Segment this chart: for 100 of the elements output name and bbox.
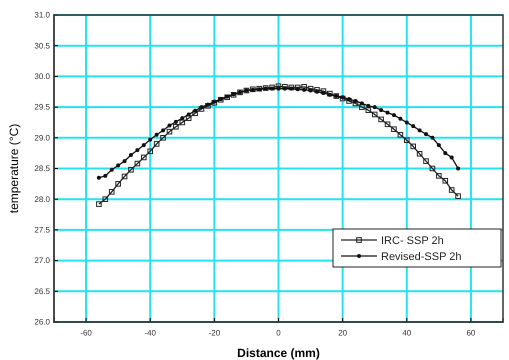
- point: [456, 166, 460, 170]
- point: [308, 88, 313, 93]
- point: [192, 110, 198, 116]
- x-tick-label: 0: [276, 328, 282, 338]
- point: [430, 136, 434, 140]
- point: [443, 151, 448, 156]
- point: [147, 148, 154, 154]
- legend-label: Revised-SSP 2h: [381, 251, 462, 263]
- point: [174, 120, 178, 124]
- y-axis-title: temperature (°C): [7, 124, 21, 214]
- y-tick-label: 26.0: [34, 318, 51, 327]
- point: [294, 84, 301, 90]
- point: [308, 86, 314, 92]
- point: [366, 107, 372, 113]
- point: [282, 84, 288, 90]
- point: [418, 128, 422, 132]
- point: [378, 116, 384, 122]
- point: [193, 108, 198, 113]
- y-tick-label: 27.0: [34, 256, 51, 266]
- point: [372, 112, 378, 118]
- point: [302, 88, 306, 92]
- point: [450, 155, 454, 160]
- point: [436, 143, 441, 148]
- point: [102, 196, 108, 202]
- y-tick-label: 29.5: [34, 102, 51, 112]
- point: [186, 112, 191, 116]
- point: [110, 168, 114, 172]
- point: [455, 193, 461, 199]
- point: [154, 141, 160, 147]
- point: [161, 128, 166, 132]
- x-tick-label: -20: [208, 328, 221, 338]
- legend-label: IRC- SSP 2h: [381, 235, 444, 247]
- point: [379, 108, 384, 112]
- point: [360, 101, 364, 106]
- point: [321, 90, 326, 95]
- point: [372, 105, 377, 110]
- x-axis-title: Distance (mm): [237, 346, 320, 360]
- point: [122, 174, 128, 180]
- point: [116, 163, 120, 168]
- y-tick-label: 28.0: [34, 194, 51, 204]
- point: [200, 105, 204, 110]
- point: [148, 138, 152, 142]
- point: [347, 97, 352, 102]
- point: [404, 120, 409, 124]
- point: [314, 90, 319, 94]
- point: [103, 174, 108, 178]
- point: [448, 187, 454, 193]
- point: [96, 176, 101, 180]
- point: [314, 87, 320, 93]
- point: [384, 121, 390, 128]
- y-tick-label: 29.0: [34, 133, 51, 142]
- point: [173, 124, 179, 130]
- point: [198, 106, 204, 112]
- point: [115, 181, 121, 187]
- point: [154, 132, 159, 137]
- point: [392, 113, 396, 118]
- point: [179, 120, 186, 126]
- point: [436, 173, 442, 179]
- point: [411, 124, 416, 128]
- point: [386, 110, 390, 115]
- point: [320, 88, 326, 94]
- point: [128, 152, 133, 157]
- x-tick-label: 40: [402, 328, 412, 338]
- point: [160, 135, 166, 141]
- point: [166, 128, 172, 134]
- point: [301, 84, 307, 90]
- point: [430, 166, 436, 172]
- point: [424, 132, 428, 136]
- point: [404, 137, 410, 144]
- point: [167, 124, 172, 128]
- y-tick-label: 30.0: [34, 72, 51, 81]
- point: [128, 166, 134, 173]
- x-tick-label: -60: [80, 328, 92, 338]
- point: [141, 154, 147, 160]
- point: [346, 98, 352, 104]
- point: [423, 158, 429, 164]
- point: [366, 104, 370, 108]
- point: [108, 189, 115, 195]
- point: [416, 150, 422, 157]
- point: [134, 160, 140, 166]
- point: [398, 132, 404, 138]
- point: [122, 159, 127, 164]
- point: [359, 104, 365, 110]
- y-tick-label: 27.5: [34, 225, 51, 234]
- point: [352, 100, 358, 106]
- y-tick-label: 31.0: [34, 10, 51, 20]
- point: [96, 201, 102, 207]
- point: [142, 143, 146, 148]
- point: [135, 148, 140, 152]
- point: [276, 86, 280, 91]
- point: [410, 144, 416, 150]
- point: [296, 87, 300, 92]
- y-tick-label: 30.5: [34, 41, 51, 50]
- x-tick-label: 20: [338, 328, 348, 338]
- point: [391, 126, 397, 132]
- x-tick-label: 60: [466, 328, 476, 338]
- point: [398, 116, 402, 121]
- y-tick-label: 26.5: [34, 286, 51, 296]
- y-tick-label: 28.5: [34, 164, 51, 174]
- x-tick-label: -40: [144, 328, 157, 338]
